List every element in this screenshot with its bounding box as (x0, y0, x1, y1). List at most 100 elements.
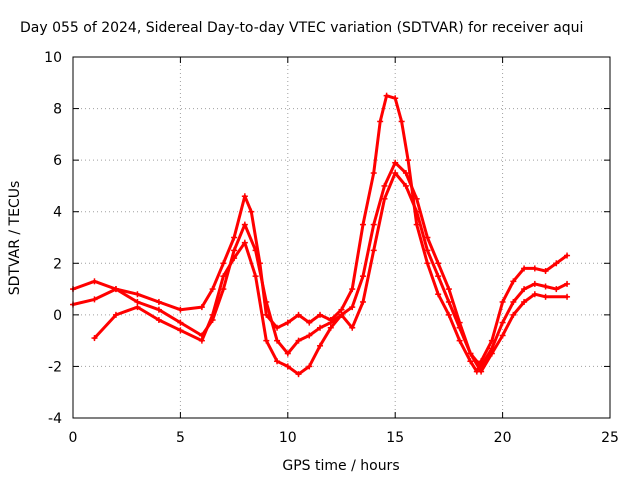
data-point (359, 273, 366, 280)
data-point (510, 298, 517, 305)
data-point (381, 195, 388, 202)
data-point (359, 221, 366, 228)
data-point (134, 304, 141, 311)
data-point (499, 319, 506, 326)
data-point (531, 280, 538, 287)
data-point (456, 337, 463, 344)
data-point (231, 247, 238, 254)
y-tick-label: -2 (48, 359, 62, 375)
data-point (134, 298, 141, 305)
data-point (241, 193, 248, 200)
data-point (510, 278, 517, 285)
data-point (381, 182, 388, 189)
y-tick-label: 6 (53, 153, 62, 169)
x-tick-label: 5 (176, 430, 185, 446)
data-point (553, 286, 560, 293)
data-point (424, 247, 431, 254)
x-axis-label: GPS time / hours (282, 458, 399, 474)
data-point (467, 350, 474, 357)
grid (73, 57, 610, 418)
x-tick-label: 0 (69, 430, 78, 446)
data-point (349, 324, 356, 331)
x-tick-label: 15 (386, 430, 404, 446)
y-axis-label: SDTVAR / TECUs (7, 181, 23, 296)
data-point (405, 157, 412, 164)
data-point (284, 350, 291, 357)
data-point (531, 265, 538, 272)
data-point (284, 363, 291, 370)
data-point (564, 293, 571, 300)
data-point (91, 278, 98, 285)
data-point (424, 260, 431, 267)
data-point (155, 298, 162, 305)
data-point (295, 311, 302, 318)
data-point (306, 363, 313, 370)
data-point (564, 252, 571, 259)
data-point (478, 368, 485, 375)
data-point (274, 337, 281, 344)
data-point (521, 265, 528, 272)
y-tick-label: 10 (44, 50, 62, 66)
data-point (488, 350, 495, 357)
data-point (252, 247, 259, 254)
data-point (248, 208, 255, 215)
data-point (370, 170, 377, 177)
data-point (510, 311, 517, 318)
data-point (467, 358, 474, 365)
data-point (317, 324, 324, 331)
data-point (370, 221, 377, 228)
data-point (155, 306, 162, 313)
data-point (274, 358, 281, 365)
data-point (413, 195, 420, 202)
series-layer (70, 92, 571, 378)
data-point (112, 311, 119, 318)
data-point (306, 332, 313, 339)
y-tick-label: 0 (53, 308, 62, 324)
chart-title: Day 055 of 2024, Sidereal Day-to-day VTE… (20, 20, 583, 36)
data-point (445, 311, 452, 318)
data-point (91, 335, 98, 342)
data-point (220, 260, 227, 267)
data-point (359, 298, 366, 305)
data-point (317, 311, 324, 318)
data-point (263, 337, 270, 344)
x-tick-label: 10 (279, 430, 297, 446)
data-point (338, 306, 345, 313)
data-point (553, 260, 560, 267)
data-point (284, 319, 291, 326)
data-point (499, 298, 506, 305)
data-point (112, 286, 119, 293)
data-point (209, 286, 216, 293)
plot-frame (72, 56, 611, 419)
data-point (349, 286, 356, 293)
data-point (435, 273, 442, 280)
data-point (177, 327, 184, 334)
data-point (134, 291, 141, 298)
data-point (542, 283, 549, 290)
data-point (327, 319, 334, 326)
data-point (177, 319, 184, 326)
data-point (521, 298, 528, 305)
data-point (392, 159, 399, 166)
y-tick-label: 2 (53, 256, 62, 272)
data-point (317, 342, 324, 349)
data-point (392, 95, 399, 102)
data-point (231, 234, 238, 241)
data-point (327, 324, 334, 331)
x-tick-label: 25 (601, 430, 619, 446)
data-point (445, 286, 452, 293)
ticks: 0 5 10 15 20 25 -4 -2 0 2 4 6 8 10 (44, 50, 619, 446)
data-point (349, 304, 356, 311)
series-3-line (93, 171, 569, 376)
y-tick-label: -4 (48, 411, 62, 427)
data-point (370, 247, 377, 254)
data-point (220, 273, 227, 280)
data-point (413, 221, 420, 228)
y-tick-label: 8 (53, 102, 62, 118)
data-point (241, 221, 248, 228)
data-point (531, 291, 538, 298)
data-point (456, 324, 463, 331)
data-point (499, 332, 506, 339)
data-point (435, 260, 442, 267)
